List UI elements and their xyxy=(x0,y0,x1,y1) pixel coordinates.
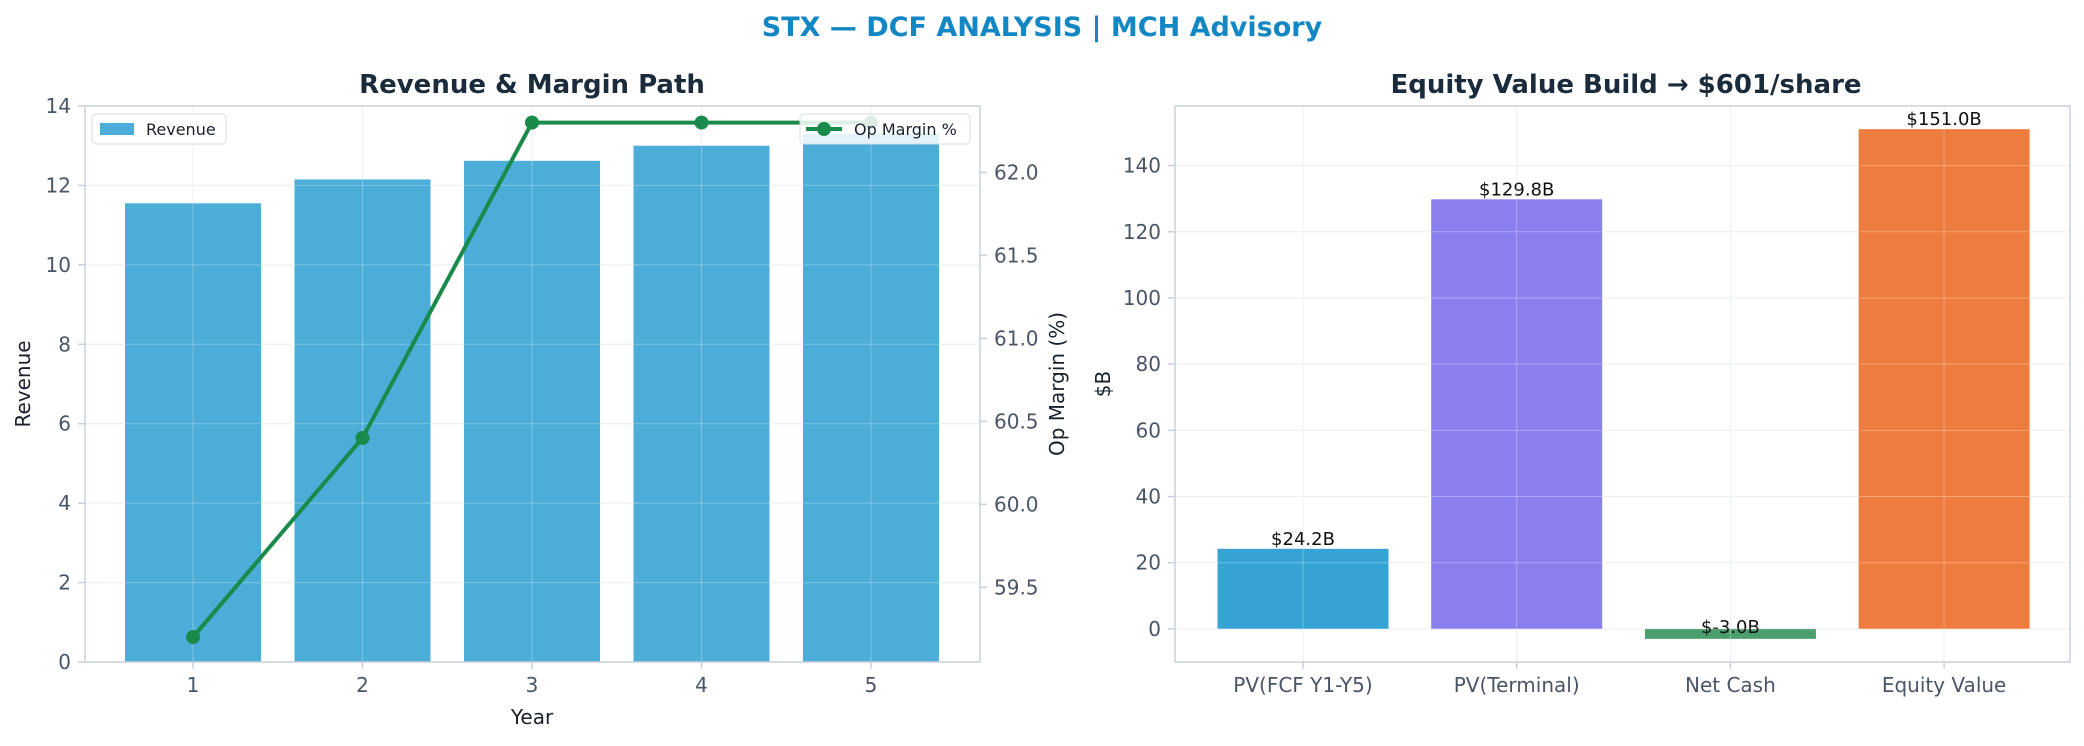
revenue-margin-chart: Revenue & Margin Path Year Revenue Op Ma… xyxy=(11,70,1069,729)
revenue-bar xyxy=(633,145,770,662)
equity-bar-value-label: $151.0B xyxy=(1906,109,1981,130)
op-margin-point xyxy=(694,115,709,130)
left-y-tick-label: 4 xyxy=(58,491,71,515)
revenue-legend-swatch xyxy=(100,123,134,135)
left-x-tick-label: 1 xyxy=(187,673,200,697)
left-y-tick-label: 8 xyxy=(58,332,71,356)
op-margin-point xyxy=(186,630,200,645)
op-margin-point xyxy=(525,115,539,130)
revenue-legend-label: Revenue xyxy=(146,120,216,139)
left-x-tick-label: 3 xyxy=(526,673,539,697)
left-x-axis-label: Year xyxy=(510,705,554,729)
right-x-tick-label: Net Cash xyxy=(1685,673,1776,697)
right-y-axis-label: $B xyxy=(1091,371,1115,397)
revenue-bars xyxy=(85,105,980,663)
revenue-legend: Revenue xyxy=(91,113,227,145)
op-margin-legend: Op Margin % xyxy=(799,113,971,145)
y2-tick-label: 62.0 xyxy=(994,160,1039,184)
equity-bar xyxy=(1644,628,1816,639)
revenue-legend-box xyxy=(91,113,227,145)
right-y-tick-label: 100 xyxy=(1123,286,1161,310)
left-x-tick-label: 5 xyxy=(865,673,878,697)
right-y-tick-label: 20 xyxy=(1136,551,1161,575)
op-margin-legend-marker xyxy=(817,122,831,136)
right-x-tick-label: PV(Terminal) xyxy=(1454,673,1580,697)
right-x-tick-label: PV(FCF Y1-Y5) xyxy=(1233,673,1372,697)
equity-bar xyxy=(1431,199,1603,629)
y2-tick-label: 59.5 xyxy=(994,575,1039,599)
y2-tick-label: 60.5 xyxy=(994,409,1039,433)
right-axes: 0 20 40 60 80 100 120 140 PV(FCF Y1-Y5) PV(Termin… xyxy=(1123,105,2071,697)
right-y-tick-label: 0 xyxy=(1148,617,1161,641)
equity-bar-value-label: $24.2B xyxy=(1271,529,1335,550)
right-chart-title: Equity Value Build → $601/share xyxy=(1390,70,1861,100)
op-margin-legend-box xyxy=(799,113,971,145)
revenue-bar xyxy=(464,160,600,662)
left-x-tick-label: 2 xyxy=(356,673,369,697)
y2-tick-label: 61.5 xyxy=(994,243,1039,267)
right-y-tick-label: 60 xyxy=(1136,418,1161,442)
left-y-tick-label: 6 xyxy=(58,412,71,436)
equity-build-chart: Equity Value Build → $601/share $B $24.2… xyxy=(1091,70,2071,697)
right-plot-frame xyxy=(1174,105,2071,663)
equity-bar-value-label: $-3.0B xyxy=(1701,617,1760,638)
equity-bars: $24.2B $129.8B $-3.0B $151.0B xyxy=(1175,106,2070,662)
right-y-tick-label: 40 xyxy=(1136,485,1161,509)
right-y-tick-label: 80 xyxy=(1136,352,1161,376)
equity-bar xyxy=(1217,548,1389,629)
op-margin-legend-label: Op Margin % xyxy=(854,120,957,139)
equity-bar-value-label: $129.8B xyxy=(1479,179,1554,200)
right-y-tick-label: 120 xyxy=(1123,220,1161,244)
revenue-bar xyxy=(803,133,939,663)
left-y2-axis-label: Op Margin (%) xyxy=(1045,312,1069,456)
left-y-tick-label: 14 xyxy=(46,94,71,118)
op-margin-point xyxy=(355,430,370,445)
right-x-tick-label: Equity Value xyxy=(1882,673,2007,697)
left-y-tick-label: 0 xyxy=(58,650,71,674)
y2-tick-label: 61.0 xyxy=(994,326,1039,350)
revenue-bar xyxy=(294,179,431,662)
y2-tick-label: 60.0 xyxy=(994,492,1039,516)
figure-suptitle: STX — DCF ANALYSIS | MCH Advisory xyxy=(762,12,1323,43)
left-y-tick-label: 10 xyxy=(46,253,71,277)
equity-bar xyxy=(1858,129,2030,629)
left-chart-title: Revenue & Margin Path xyxy=(359,70,705,100)
left-y-tick-label: 12 xyxy=(46,173,71,197)
right-y-tick-label: 140 xyxy=(1123,154,1161,178)
left-y-tick-label: 2 xyxy=(58,571,71,595)
left-legend: Revenue Op Margin % xyxy=(91,113,971,145)
left-y-axis-label: Revenue xyxy=(11,340,35,427)
left-x-tick-label: 4 xyxy=(695,673,708,697)
right-grid-overlay xyxy=(1175,106,2070,662)
